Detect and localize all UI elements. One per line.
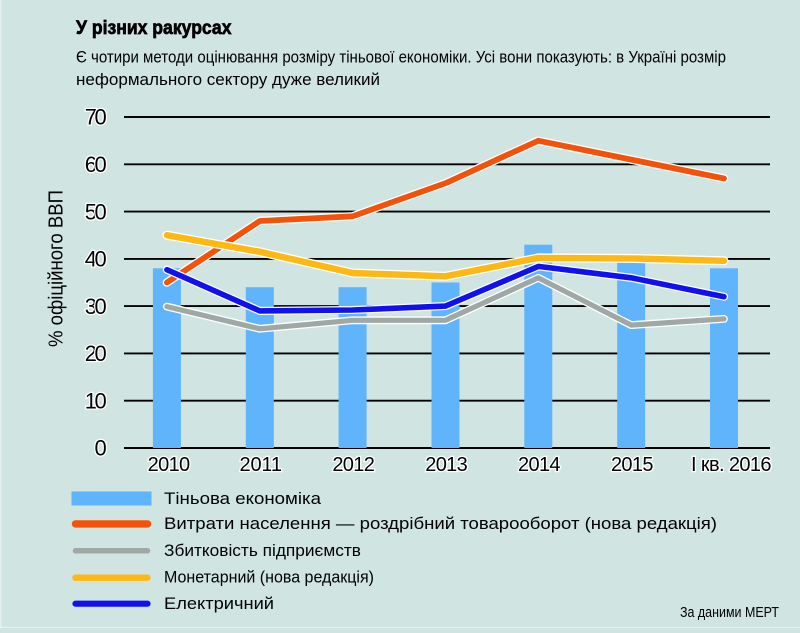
- svg-text:Витрати населення — роздрібний: Витрати населення — роздрібний товарообо…: [164, 514, 717, 533]
- svg-text:50: 50: [85, 199, 107, 224]
- svg-text:2014: 2014: [518, 454, 561, 476]
- svg-text:20: 20: [85, 341, 107, 366]
- svg-text:Монетарний (нова редакція): Монетарний (нова редакція): [164, 568, 374, 587]
- svg-text:неформального сектору дуже вел: неформального сектору дуже великий: [76, 71, 380, 89]
- svg-text:За даними МЕРТ: За даними МЕРТ: [680, 605, 779, 621]
- svg-text:Тіньова економіка: Тіньова економіка: [164, 489, 322, 508]
- svg-text:60: 60: [85, 152, 107, 177]
- svg-text:2013: 2013: [425, 454, 468, 476]
- svg-text:40: 40: [85, 247, 107, 272]
- svg-text:2015: 2015: [611, 454, 654, 476]
- svg-text:Електричний: Електричний: [164, 594, 274, 613]
- svg-text:Є чотири методи оцінювання роз: Є чотири методи оцінювання розміру тіньо…: [76, 49, 726, 67]
- svg-text:2011: 2011: [240, 454, 283, 476]
- svg-text:0: 0: [95, 436, 107, 461]
- svg-text:Збитковість підприємств: Збитковість підприємств: [164, 541, 361, 560]
- svg-text:2012: 2012: [332, 454, 375, 476]
- svg-text:2010: 2010: [148, 454, 191, 476]
- svg-text:І кв. 2016: І кв. 2016: [691, 454, 772, 476]
- svg-text:70: 70: [85, 105, 107, 130]
- svg-text:10: 10: [85, 388, 107, 413]
- svg-text:У різних ракурсах: У різних ракурсах: [76, 17, 232, 39]
- svg-text:30: 30: [85, 294, 107, 319]
- svg-text:% офіційного ВВП: % офіційного ВВП: [45, 190, 67, 347]
